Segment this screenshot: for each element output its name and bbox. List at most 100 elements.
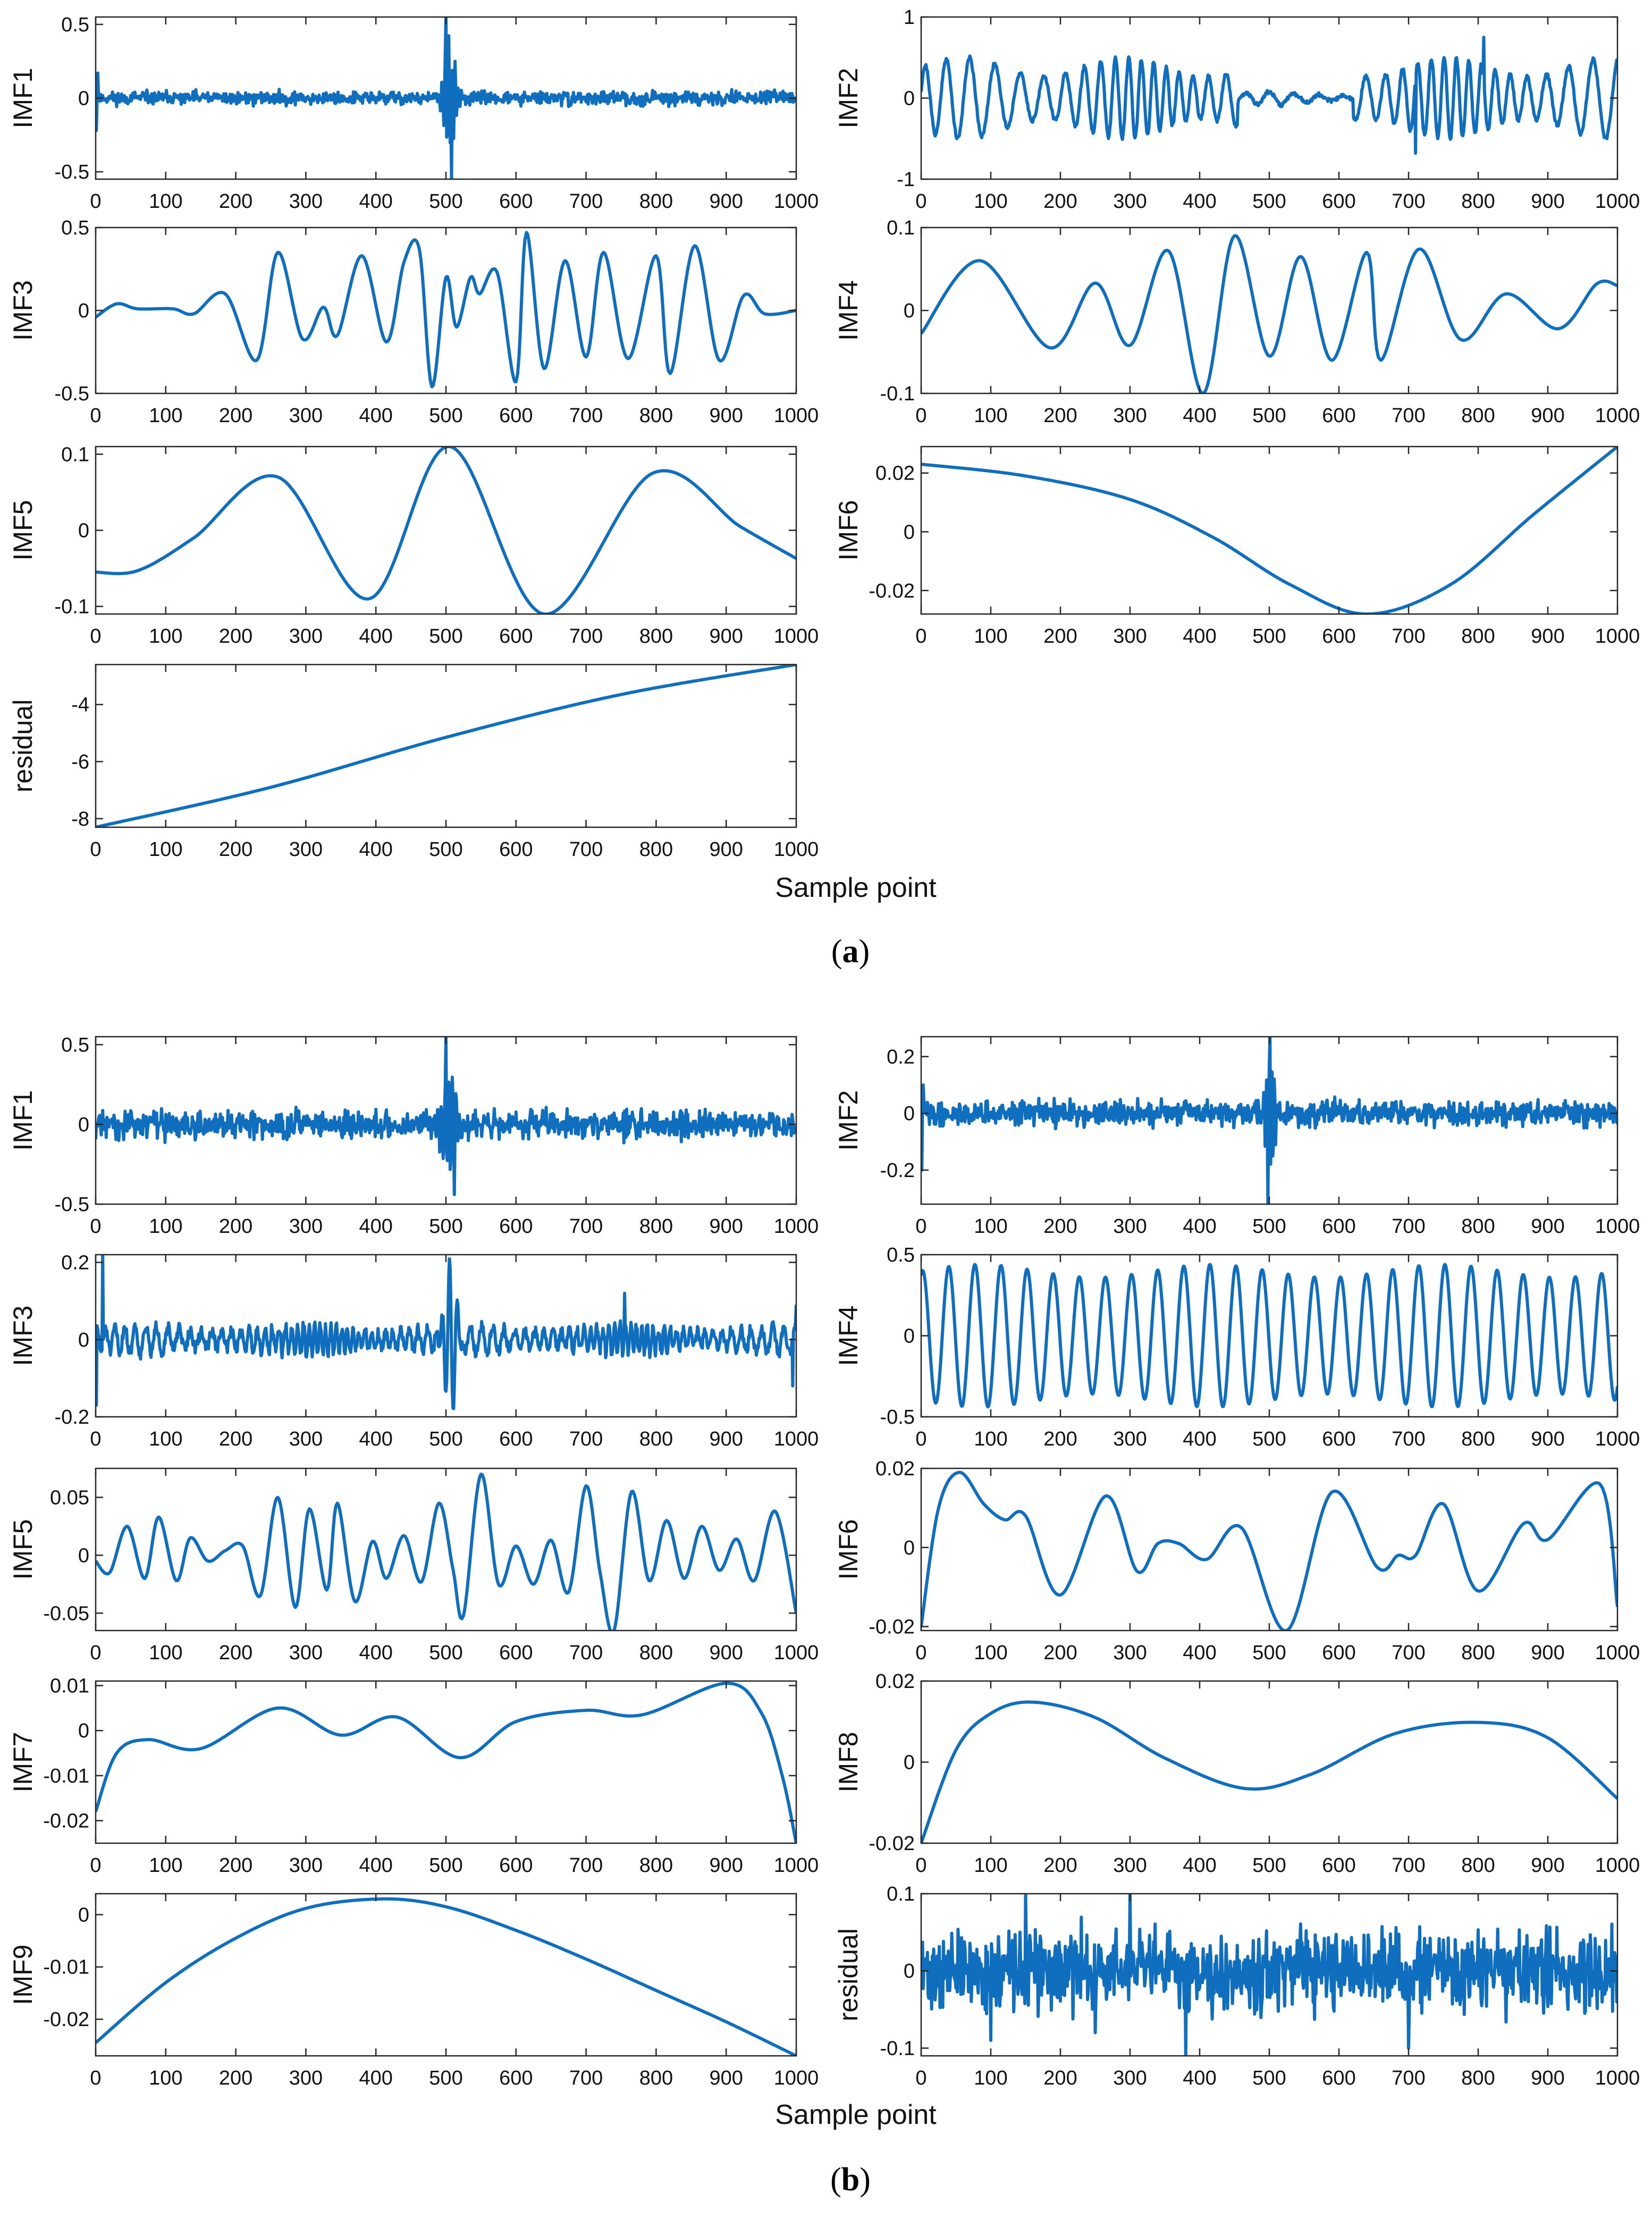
x-tick-label: 0 — [915, 2067, 926, 2089]
x-tick-label: 300 — [289, 838, 323, 861]
axes-frame-a-imf6 — [920, 446, 1619, 615]
y-axis-label-b-imf4: IMF4 — [833, 1306, 863, 1366]
x-tick-label: 500 — [1252, 1854, 1286, 1877]
series-line-b-imf4 — [921, 1263, 1617, 1409]
chart-b-imf3: 0 100 200 300 400 500 600 700 800 900 10000.20-0.2… — [8, 1252, 819, 1450]
x-tick-label: 900 — [709, 190, 743, 213]
x-tick-label: 700 — [569, 2067, 603, 2089]
chart-a-imf1: 0 100 200 300 400 500 600 700 800 900 10000.50-0.5… — [8, 14, 819, 213]
x-tick-label: 600 — [499, 1642, 533, 1664]
x-tick-label: 800 — [639, 2067, 673, 2089]
x-tick-label: 900 — [709, 1428, 743, 1450]
chart-a-imf5: 0 100 200 300 400 500 600 700 800 900 10000.10-0.1… — [8, 443, 819, 648]
x-tick-label: 1000 — [774, 1642, 819, 1664]
y-tick-label: 0 — [904, 1103, 915, 1125]
x-tick-label: 200 — [219, 838, 252, 861]
y-tick-label: -0.02 — [43, 1810, 89, 1833]
x-tick-label: 500 — [1252, 2067, 1286, 2089]
x-tick-label: 700 — [569, 1854, 603, 1877]
x-tick-label: 700 — [1392, 405, 1425, 427]
x-tick-label: 500 — [429, 625, 462, 648]
y-tick-label: 0 — [78, 300, 89, 322]
x-tick-label: 500 — [1252, 1428, 1286, 1450]
x-tick-label: 700 — [569, 405, 603, 427]
y-tick-label: 0 — [904, 88, 915, 110]
x-tick-label: 500 — [1252, 625, 1286, 648]
x-tick-label: 1000 — [1595, 1215, 1640, 1238]
x-tick-label: 600 — [1322, 405, 1355, 427]
x-tick-label: 500 — [429, 1428, 462, 1450]
x-tick-label: 300 — [289, 2067, 323, 2089]
x-tick-label: 0 — [90, 190, 101, 213]
series-line-b-residual — [921, 1894, 1617, 2056]
x-tick-label: 200 — [1043, 2067, 1077, 2089]
y-tick-label: 0 — [78, 520, 89, 542]
x-tick-label: 900 — [709, 1854, 743, 1877]
x-tick-label: 700 — [1392, 1215, 1425, 1238]
x-tick-label: 100 — [149, 625, 182, 648]
x-tick-label: 600 — [1322, 1642, 1355, 1664]
y-tick-label: -0.2 — [880, 1160, 915, 1182]
x-tick-label: 100 — [149, 1215, 182, 1238]
x-tick-label: 600 — [499, 2067, 533, 2089]
x-tick-label: 300 — [289, 405, 323, 427]
chart-b-residual: 0 100 200 300 400 500 600 700 800 900 10000.10-0.1… — [833, 1883, 1640, 2089]
x-tick-label: 900 — [1531, 405, 1564, 427]
x-tick-label: 900 — [709, 625, 743, 648]
axes-frame-a-imf4 — [920, 226, 1619, 394]
x-tick-label: 1000 — [1595, 625, 1640, 648]
series-line-b-imf3 — [96, 1255, 796, 1410]
y-tick-label: 1 — [904, 6, 915, 29]
x-tick-label: 400 — [1183, 1854, 1216, 1877]
x-tick-label: 400 — [359, 1642, 392, 1664]
y-axis-label-a-imf3: IMF3 — [8, 280, 38, 341]
series-line-b-imf8 — [921, 1700, 1617, 1843]
x-tick-label: 200 — [1043, 1428, 1077, 1450]
x-tick-label: 100 — [974, 1215, 1007, 1238]
x-tick-label: 300 — [289, 190, 323, 213]
series-line-a-imf1 — [96, 17, 796, 179]
x-tick-label: 200 — [219, 1642, 252, 1664]
x-tick-label: 900 — [1531, 625, 1564, 648]
x-tick-label: 600 — [499, 1428, 533, 1450]
y-tick-label: 0 — [78, 1329, 89, 1351]
chart-b-imf4: 0 100 200 300 400 500 600 700 800 900 10000.50-0.5… — [833, 1244, 1640, 1450]
x-tick-label: 700 — [1392, 2067, 1425, 2089]
x-tick-label: 200 — [219, 1215, 252, 1238]
y-axis-label-b-imf8: IMF8 — [833, 1732, 863, 1793]
series-line-b-imf9 — [96, 1897, 796, 2056]
x-tick-label: 500 — [429, 2067, 462, 2089]
x-tick-label: 700 — [569, 838, 603, 861]
x-tick-label: 900 — [1531, 2067, 1564, 2089]
x-tick-label: 100 — [149, 2067, 182, 2089]
x-tick-label: 400 — [1183, 1642, 1216, 1664]
y-tick-label: -0.5 — [880, 1406, 915, 1429]
chart-b-imf2: 0 100 200 300 400 500 600 700 800 900 1000 0.2 0 -0.2… — [833, 1036, 1640, 1238]
y-tick-label: -0.5 — [55, 161, 89, 183]
x-tick-label: 200 — [219, 2067, 252, 2089]
y-tick-label: 0 — [904, 521, 915, 543]
x-tick-label: 100 — [974, 625, 1007, 648]
x-tick-label: 800 — [639, 190, 673, 213]
x-tick-label: 1000 — [774, 1854, 819, 1877]
y-axis-label-b-imf7: IMF7 — [8, 1732, 38, 1793]
series-line-b-imf1 — [96, 1037, 796, 1196]
axes-frame-b-imf9 — [95, 1893, 797, 2057]
x-tick-label: 500 — [429, 1215, 462, 1238]
x-tick-label: 500 — [429, 190, 462, 213]
x-tick-label: 500 — [429, 1854, 462, 1877]
x-tick-label: 900 — [1531, 1854, 1564, 1877]
y-tick-label: -0.02 — [869, 580, 915, 602]
x-tick-label: 300 — [1113, 1215, 1147, 1238]
x-tick-label: 500 — [429, 405, 462, 427]
y-tick-label: -0.01 — [43, 1956, 89, 1979]
x-tick-label: 600 — [1322, 2067, 1355, 2089]
x-tick-label: 1000 — [774, 405, 819, 427]
x-tick-label: 600 — [499, 405, 533, 427]
x-tick-label: 800 — [639, 1428, 673, 1450]
x-tick-label: 100 — [149, 838, 182, 861]
y-tick-label: -0.1 — [55, 596, 89, 618]
x-tick-label: 200 — [1043, 190, 1077, 213]
y-tick-label: -0.01 — [43, 1765, 89, 1787]
